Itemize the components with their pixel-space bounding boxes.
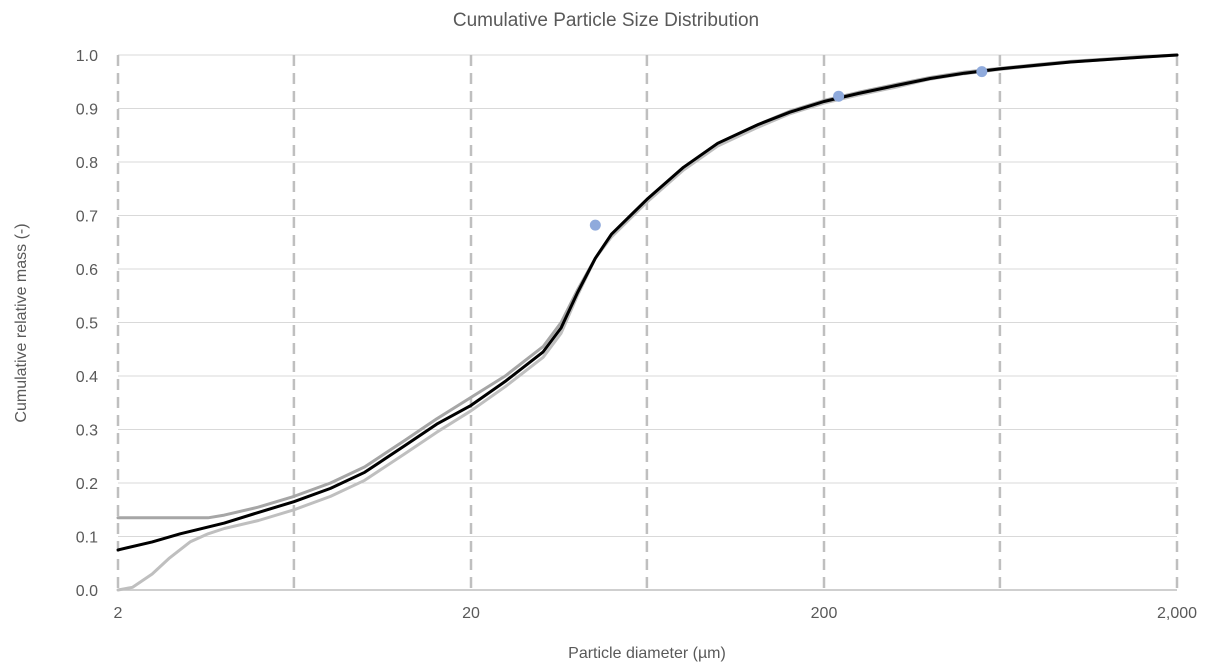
chart-title: Cumulative Particle Size Distribution (453, 10, 759, 31)
y-tick-label: 0.7 (76, 209, 98, 226)
data-point-marker (976, 66, 988, 78)
y-tick-label: 0.1 (76, 530, 98, 547)
x-tick-label: 200 (811, 605, 838, 622)
x-tick-labels: 2 20 200 2,000 (114, 605, 1198, 622)
y-tick-label: 0.4 (76, 369, 98, 386)
y-axis-label: Cumulative relative mass (-) (13, 223, 30, 422)
x-tick-label: 20 (462, 605, 480, 622)
fitted-curve-line (116, 53, 1179, 552)
y-tick-label: 1.0 (76, 48, 98, 65)
series (116, 53, 1179, 592)
x-axis-label: Particle diameter (µm) (568, 645, 726, 662)
y-tick-label: 0.8 (76, 155, 98, 172)
y-tick-label: 0.6 (76, 262, 98, 279)
y-tick-label: 0.5 (76, 316, 98, 333)
data-point-marker (833, 90, 845, 102)
upper-band-line (116, 53, 1179, 520)
x-tick-label: 2 (114, 605, 123, 622)
y-tick-label: 0.3 (76, 423, 98, 440)
x-tick-label: 2,000 (1157, 605, 1197, 622)
y-tick-label: 0.2 (76, 476, 98, 493)
data-point-marker (589, 219, 601, 231)
y-tick-labels: 0.0 0.1 0.2 0.3 0.4 0.5 0.6 0.7 0.8 0.9 1.0 (76, 48, 98, 600)
y-tick-label: 0.0 (76, 583, 98, 600)
y-tick-label: 0.9 (76, 102, 98, 119)
